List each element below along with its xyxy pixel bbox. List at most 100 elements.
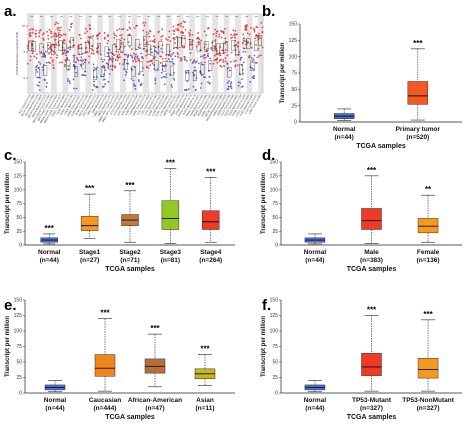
panel-a-band <box>85 14 92 93</box>
box-normal: Normal(n=44) <box>333 108 356 141</box>
panel-a-dot <box>184 58 186 60</box>
panel-a-dot <box>165 73 168 76</box>
box-stage2: *** Stage2(n=71) <box>119 181 141 264</box>
panel-a-dot <box>157 31 160 34</box>
panel-a-box <box>81 58 86 70</box>
panel-a-box <box>62 43 67 54</box>
y-tick-label: 0 <box>275 243 278 249</box>
panel-a-dot <box>130 77 133 80</box>
y-tick-label: 25 <box>291 103 297 109</box>
panel-a-box <box>219 43 224 54</box>
panel-a-dot <box>190 43 193 46</box>
box-african-american: *** African-American(n=47) <box>128 324 182 412</box>
panel-a-dot <box>175 35 178 38</box>
panel-a-dot <box>233 34 235 37</box>
panel-a-dot <box>66 58 69 61</box>
panel-a-dot <box>100 58 103 61</box>
panel-a-dot <box>200 39 203 42</box>
panel-a-dot <box>144 43 147 46</box>
panel-a-dot <box>134 87 137 90</box>
panel-a-dot <box>184 21 186 24</box>
panel-a-dot <box>251 67 254 70</box>
panel-a-dot <box>119 56 121 59</box>
panel-a-dot <box>219 46 222 48</box>
panel-a-box <box>250 60 255 72</box>
y-tick-label: 125 <box>270 313 279 319</box>
panel-a-dot <box>246 24 248 26</box>
panel-a-dot <box>156 68 159 71</box>
significance-mark: *** <box>206 167 216 176</box>
panel-a-dot <box>127 54 130 56</box>
panel-a-dot <box>36 71 39 73</box>
panel-a-dot <box>65 54 67 57</box>
y-tick-label: 75 <box>272 201 278 207</box>
panel-a-dot <box>57 33 60 36</box>
panel-a-dot <box>107 48 110 51</box>
panel-a-dot <box>35 53 38 55</box>
panel-a-dot <box>34 35 37 38</box>
x-axis-title: TCGA samples <box>105 266 155 273</box>
panel-a-dot <box>62 41 65 44</box>
panel-a-dot <box>42 54 45 56</box>
panel-a-dot <box>248 55 251 58</box>
panel-a-dot <box>189 59 192 61</box>
y-tick-label: 0 <box>294 120 297 126</box>
panel-a-dot <box>145 31 148 34</box>
significance-mark: *** <box>200 345 210 354</box>
panel-a-dot <box>163 83 166 86</box>
panel-a-box <box>189 39 193 50</box>
panel-a-dot <box>147 67 150 69</box>
panel-a-box <box>181 35 186 46</box>
panel-a-dot <box>172 77 175 80</box>
panel-a-dot <box>55 35 58 38</box>
panel-f: f. 0 25 50 75 100 125 150 Transcript per million… <box>261 297 462 421</box>
panel-a-dot <box>107 66 109 69</box>
box-tp53-nonmutant: *** TP53-NonMutant(n=327) <box>402 310 454 412</box>
panel-a-band <box>97 14 103 93</box>
panel-a-dot <box>43 78 46 81</box>
panel-a-dot <box>137 79 140 81</box>
panel-a-dot <box>209 82 212 85</box>
panel-a-dot <box>248 33 251 36</box>
panel-a-sig: *** <box>40 15 43 19</box>
panel-a-dot <box>126 56 129 59</box>
box-normal: Normal(n=44) <box>44 380 66 412</box>
y-axis-title: Transcript per million <box>5 316 11 377</box>
panel-a-box <box>120 42 124 53</box>
panel-a-dot <box>216 30 218 33</box>
panel-a-dot <box>218 35 221 38</box>
box-male: *** Male(n=383) <box>360 166 383 264</box>
panel-a-dot <box>72 39 74 41</box>
panel-letter: e. <box>4 297 17 314</box>
y-tick-label: 100 <box>289 54 298 60</box>
panel-a-dot <box>172 37 175 39</box>
panel-a-dot <box>55 43 58 45</box>
panel-e: e. 0 25 50 75 100 125 150 Transcript per million… <box>4 297 235 421</box>
panel-a-dot <box>132 60 135 63</box>
panel-a-dot <box>133 83 135 86</box>
panel-a-dot <box>52 67 55 69</box>
panel-a-dot <box>189 41 192 44</box>
panel-a-sig: *** <box>167 15 170 19</box>
panel-a-dot <box>28 33 31 35</box>
panel-a-dot <box>226 62 229 64</box>
panel-a-box <box>74 66 78 77</box>
panel-a-dot <box>83 74 85 77</box>
panel-a-dot <box>173 63 175 65</box>
panel-a-dot <box>207 55 210 58</box>
panel-a-dot <box>128 33 131 36</box>
panel-a-dot <box>135 60 137 63</box>
panel-a-dot <box>77 45 80 47</box>
panel-a-dot <box>213 59 216 61</box>
panel-a-dot <box>133 27 136 29</box>
panel-a-dot <box>176 51 179 54</box>
iqr-box <box>407 81 429 105</box>
y-tick-label: 25 <box>16 229 22 235</box>
panel-a-dot <box>261 30 264 33</box>
panel-a-box <box>116 38 121 50</box>
panel-a-dot <box>124 73 127 76</box>
panel-a-dot <box>54 23 56 26</box>
panel-a-dot <box>215 32 218 35</box>
panel-a-dot <box>203 53 206 56</box>
iqr-box <box>80 215 99 231</box>
